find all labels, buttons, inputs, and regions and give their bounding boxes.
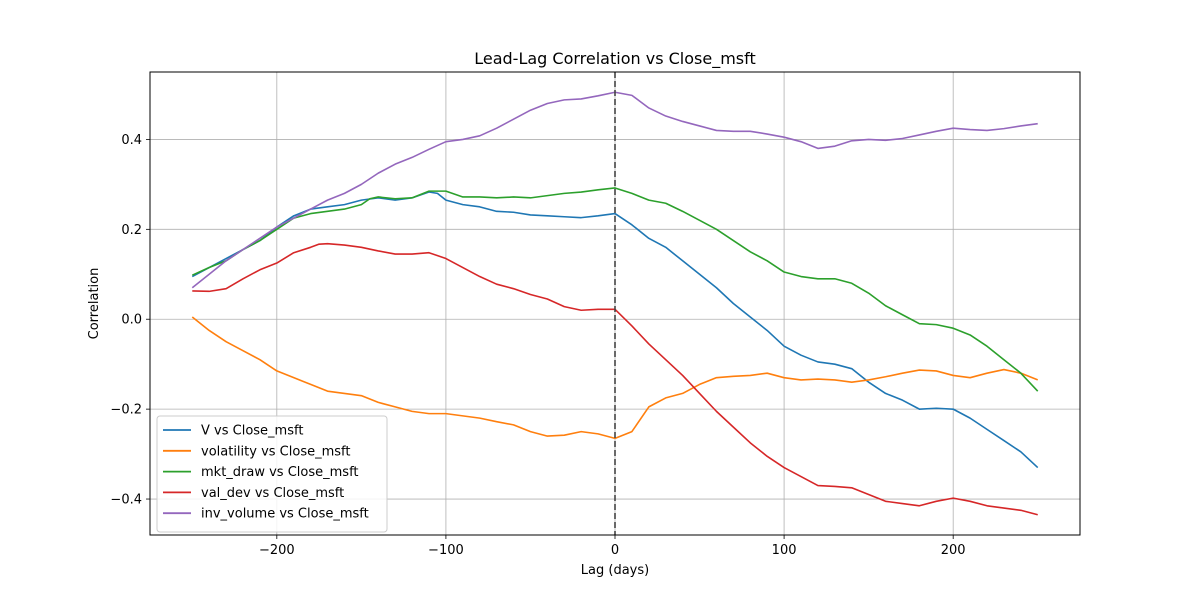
x-axis-ticks: −200 −100 0 100 200 — [259, 535, 966, 558]
legend: V vs Close_msft volatility vs Close_msftm… — [156, 415, 388, 533]
x-tick-label: 100 — [772, 543, 797, 558]
y-tick-label: 0.2 — [121, 223, 142, 238]
x-tick-label: −100 — [428, 543, 464, 558]
series-line-val-dev — [192, 242, 1038, 516]
series-line-V — [191, 191, 1039, 469]
legend-entry-label: inv_volume vs Close_msft — [201, 507, 369, 522]
legend-entry-label: volatility vs Close_msft — [201, 444, 350, 459]
x-axis-label: Lag (days) — [581, 563, 649, 578]
y-axis-ticks: −0.4 −0.2 0.0 0.2 0.4 — [110, 133, 150, 508]
x-tick-label: 200 — [941, 543, 966, 558]
x-tick-label: −200 — [259, 543, 295, 558]
y-tick-label: −0.2 — [110, 403, 142, 418]
x-tick-label: 0 — [611, 543, 619, 558]
y-tick-label: 0.4 — [121, 133, 142, 148]
legend-entry-label: V vs Close_msft — [201, 424, 303, 439]
y-tick-label: 0.0 — [121, 313, 142, 328]
legend-box — [156, 415, 388, 533]
series-line-volatility — [191, 316, 1039, 440]
chart-title: Lead-Lag Correlation vs Close_msft — [474, 49, 756, 69]
y-tick-label: −0.4 — [110, 493, 142, 508]
legend-entry-label: val_dev vs Close_msft — [201, 486, 344, 501]
legend-entry-label: mkt_draw vs Close_msft — [201, 465, 359, 480]
series-line-mkt-draw — [191, 187, 1039, 392]
y-axis-label: Correlation — [87, 268, 102, 340]
